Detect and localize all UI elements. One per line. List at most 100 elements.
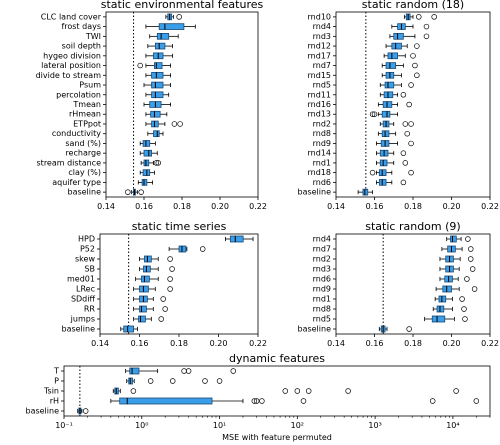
chart-2-box-rnd15 [381,71,420,79]
chart-2-xtick-label: 0.16 [366,202,384,211]
outlier-point [410,53,416,59]
chart-1-box-lateral-position [137,62,172,69]
outlier-point [185,368,192,374]
chart-1-title: static environmental features [101,0,264,11]
chart-3-box-p52 [168,245,206,253]
outlier-point [369,169,376,176]
chart-3-box-sddiff [133,295,166,303]
chart-3-category-label: skew [75,255,95,264]
chart-1-xtick-label: 0.22 [249,202,267,211]
chart-5-xtick-label: 10¹ [213,421,226,430]
chart-1-category-label: lateral position [41,61,101,70]
chart-2-category-label: rnd13 [308,110,331,119]
outlier-point [138,189,144,195]
chart-5-category-label: baseline [25,407,59,416]
chart-3-box-sb [139,265,175,273]
box [154,62,163,69]
outlier-point [169,266,175,272]
chart-3-category-label: LRec [76,285,95,294]
chart-4-box-rnd3 [439,265,476,273]
chart-2-category-label: rnd15 [308,71,331,80]
outlier-point [202,378,208,384]
chart-2-box-rnd16 [377,101,412,108]
outlier-point [158,316,164,322]
chart-2-box-rnd12 [385,42,420,50]
chart-2-box-rnd6 [376,179,407,186]
chart-2-category-label: rnd12 [308,42,331,51]
chart-3-box-skew [139,255,173,263]
chart-1-category-label: recharge [65,149,101,158]
outlier-point [147,378,154,384]
outlier-point [137,62,143,69]
chart-1-category-label: divide to stream [36,71,102,80]
chart-1-box-aquifer-type [137,179,153,186]
box [384,81,395,89]
chart-4-category-label: rnd1 [313,295,331,304]
outlier-point [230,368,237,374]
chart-4-box-rnd1 [434,295,465,303]
outlier-point [82,408,89,414]
chart-3-xtick-label: 0.14 [91,339,109,348]
chart-3-category-label: SB [84,265,95,274]
chart-3-category-label: RR [84,305,96,314]
chart-1-category-label: Tmean [72,100,101,109]
chart-1-box-hygeo-division [145,52,173,60]
chart-2-category-label: rnd8 [313,129,331,138]
outlier-point [402,160,409,166]
outlier-point [416,14,422,20]
chart-3-box-med01 [135,275,173,283]
chart-4-category-label: rnd4 [313,235,331,244]
chart-2-category-label: rnd2 [313,119,331,128]
chart-1-box-etppot [145,120,183,128]
outlier-point [345,388,351,394]
chart-5-category-label: rH [50,397,59,406]
chart-5-box-rh [110,397,480,405]
chart-2-box-rnd2 [379,120,414,128]
outlier-point [453,388,459,394]
outlier-point [412,62,418,69]
chart-3-category-label: jumps [70,315,95,324]
chart-4-box-rnd7 [441,245,474,253]
outlier-point [414,72,420,79]
outlier-point [153,160,160,166]
chart-1-xtick-label: 0.18 [173,202,191,211]
chart-4-category-label: rnd5 [313,315,331,324]
chart-5-xtick-label: 10² [291,421,304,430]
chart-1-box-tmean [143,101,172,108]
chart-5-xtick-label: 10⁻¹ [55,421,73,430]
outlier-point [253,398,260,404]
chart-2-category-label: rnd17 [308,51,331,60]
chart-1-category-label: hygeo division [43,51,101,60]
chart-1-box-conductivity [147,130,164,138]
chart-3-box-jumps [133,315,164,323]
chart-2-frame [335,11,491,198]
chart-2-category-label: rnd9 [313,139,331,148]
chart-2-box-rnd10 [403,13,437,21]
chart-1-box-rhmean [145,110,168,118]
box [151,81,164,89]
chart-3-category-label: SDdiff [71,295,96,304]
box [129,367,140,375]
chart-4-title: static random (9) [365,220,460,233]
chart-3-xtick-label: 0.22 [249,339,267,348]
chart-4-xtick-label: 0.18 [404,339,422,348]
chart-1-category-label: clay (%) [68,168,101,177]
outlier-point [305,388,312,394]
chart-1-frame [105,11,259,198]
chart-1-box-percolation [145,91,170,99]
chart-4-category-label: rnd3 [313,265,331,274]
chart-5-category-label: T [53,367,59,376]
outlier-point [176,14,182,20]
chart-2: static random (18) 0.14 0.16 0.18 0.20 0.22 rn… [297,0,498,211]
outlier-point [300,398,307,404]
outlier-point [155,160,162,166]
outlier-point [468,246,474,252]
chart-1-box-twi [149,33,179,40]
chart-2-box-rnd18 [369,169,414,176]
outlier-point [169,378,176,384]
box [151,71,164,79]
outlier-point [423,33,430,40]
chart-5-category-label: P [54,377,59,386]
box [393,33,404,40]
